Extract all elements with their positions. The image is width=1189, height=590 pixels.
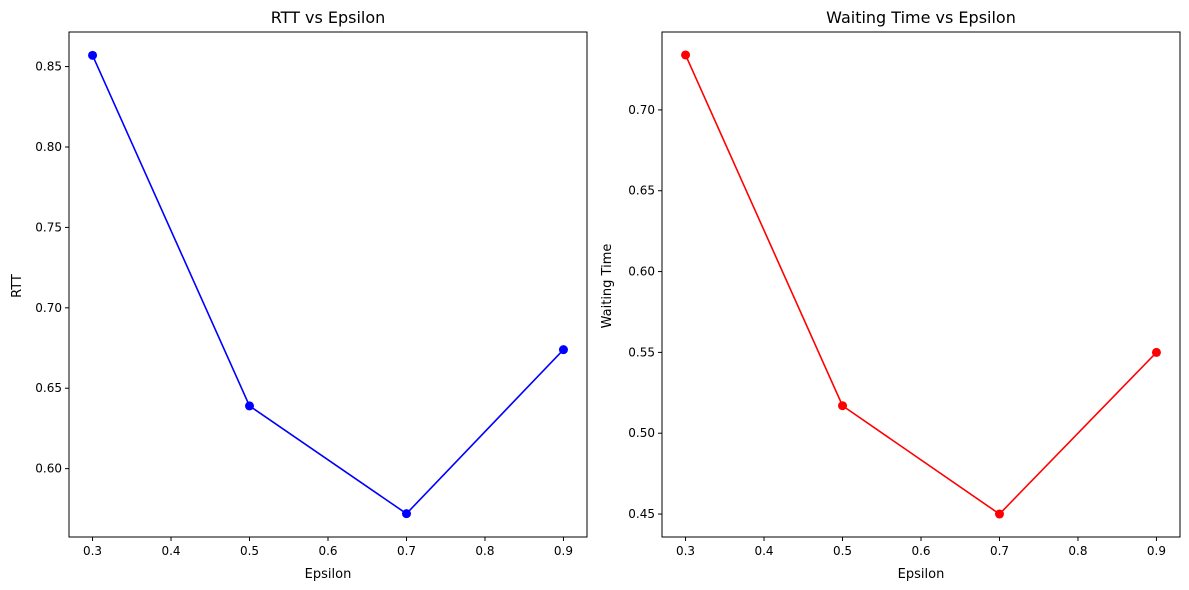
y-tick-label: 0.85 xyxy=(35,60,62,74)
x-tick-label: 0.3 xyxy=(83,544,102,558)
data-point xyxy=(838,401,848,411)
series-waiting-time xyxy=(681,50,1161,519)
x-tick-label: 0.5 xyxy=(240,544,259,558)
data-point xyxy=(681,50,691,60)
x-ticks: 0.3 0.4 0.5 0.6 0.7 0.8 0.9 xyxy=(83,537,573,558)
y-tick-label: 0.50 xyxy=(628,426,655,440)
y-tick-label: 0.45 xyxy=(628,507,655,521)
x-ticks: 0.3 0.4 0.5 0.6 0.7 0.8 0.9 xyxy=(676,537,1166,558)
x-tick-label: 0.3 xyxy=(676,544,695,558)
y-tick-label: 0.55 xyxy=(628,345,655,359)
y-ticks: 0.45 0.50 0.55 0.60 0.65 0.70 xyxy=(628,103,662,521)
x-tick-label: 0.7 xyxy=(397,544,416,558)
y-tick-label: 0.75 xyxy=(35,220,62,234)
chart-title: RTT vs Epsilon xyxy=(271,8,386,27)
series-rtt xyxy=(88,50,568,519)
subplot-rtt: RTT vs Epsilon Epsilon RTT 0.3 0.4 0.5 0.6 0… xyxy=(10,8,588,582)
y-tick-label: 0.80 xyxy=(35,140,62,154)
y-tick-label: 0.60 xyxy=(628,265,655,279)
y-ticks: 0.60 0.65 0.70 0.75 0.80 0.85 xyxy=(35,60,69,476)
data-point xyxy=(1151,347,1161,357)
series-line xyxy=(684,54,1158,516)
y-tick-label: 0.70 xyxy=(628,103,655,117)
x-tick-label: 0.8 xyxy=(475,544,494,558)
x-tick-label: 0.6 xyxy=(911,544,930,558)
x-tick-label: 0.4 xyxy=(161,544,180,558)
x-tick-label: 0.9 xyxy=(554,544,573,558)
x-axis-label: Epsilon xyxy=(305,567,352,582)
x-tick-label: 0.4 xyxy=(754,544,773,558)
y-tick-label: 0.65 xyxy=(35,381,62,395)
x-tick-label: 0.8 xyxy=(1068,544,1087,558)
data-point xyxy=(245,401,255,411)
data-point xyxy=(558,345,568,355)
x-tick-label: 0.7 xyxy=(990,544,1009,558)
data-point xyxy=(88,50,98,60)
series-line xyxy=(91,54,565,515)
x-tick-label: 0.9 xyxy=(1147,544,1166,558)
y-axis-label: RTT xyxy=(10,274,25,298)
y-axis-label: Waiting Time xyxy=(600,244,615,329)
x-tick-label: 0.5 xyxy=(833,544,852,558)
plot-frame xyxy=(661,31,1181,538)
data-point xyxy=(401,509,411,519)
y-tick-label: 0.65 xyxy=(628,184,655,198)
y-tick-label: 0.60 xyxy=(35,462,62,476)
x-tick-label: 0.6 xyxy=(318,544,337,558)
data-point xyxy=(994,509,1004,519)
plot-frame xyxy=(68,31,588,538)
y-tick-label: 0.70 xyxy=(35,301,62,315)
subplot-waiting-time: Waiting Time vs Epsilon Epsilon Waiting … xyxy=(600,8,1181,582)
chart-title: Waiting Time vs Epsilon xyxy=(826,8,1016,27)
x-axis-label: Epsilon xyxy=(898,567,945,582)
